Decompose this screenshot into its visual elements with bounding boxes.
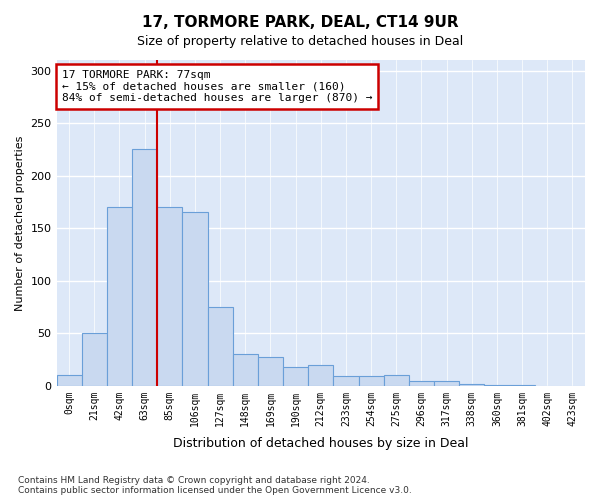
Bar xyxy=(157,207,182,386)
Text: 17 TORMORE PARK: 77sqm
← 15% of detached houses are smaller (160)
84% of semi-de: 17 TORMORE PARK: 77sqm ← 15% of detached… xyxy=(62,70,373,103)
Text: Size of property relative to detached houses in Deal: Size of property relative to detached ho… xyxy=(137,35,463,48)
Text: 17, TORMORE PARK, DEAL, CT14 9UR: 17, TORMORE PARK, DEAL, CT14 9UR xyxy=(142,15,458,30)
Bar xyxy=(383,376,409,386)
Bar xyxy=(434,380,459,386)
Bar xyxy=(82,333,107,386)
Bar xyxy=(132,150,157,386)
Bar xyxy=(182,212,208,386)
Bar xyxy=(509,384,535,386)
Bar xyxy=(334,376,359,386)
Bar xyxy=(308,365,334,386)
Bar xyxy=(409,380,434,386)
Bar xyxy=(359,376,383,386)
X-axis label: Distribution of detached houses by size in Deal: Distribution of detached houses by size … xyxy=(173,437,469,450)
Bar xyxy=(233,354,258,386)
Bar xyxy=(208,307,233,386)
Bar xyxy=(107,207,132,386)
Bar xyxy=(283,367,308,386)
Bar xyxy=(484,384,509,386)
Text: Contains HM Land Registry data © Crown copyright and database right 2024.
Contai: Contains HM Land Registry data © Crown c… xyxy=(18,476,412,495)
Bar xyxy=(459,384,484,386)
Bar xyxy=(56,376,82,386)
Y-axis label: Number of detached properties: Number of detached properties xyxy=(15,135,25,310)
Bar xyxy=(258,358,283,386)
